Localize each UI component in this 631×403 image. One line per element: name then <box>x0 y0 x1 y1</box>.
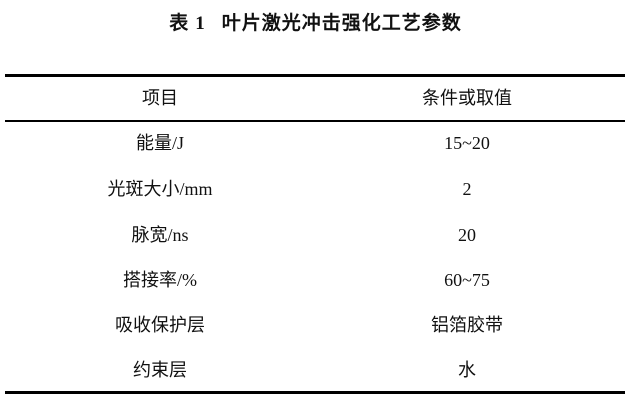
item-cell: 吸收保护层 <box>115 315 205 335</box>
table-caption: 叶片激光冲击强化工艺参数 <box>221 12 462 34</box>
item-cell: 脉宽/ns <box>131 225 189 245</box>
value-cell: 水 <box>458 360 476 380</box>
item-cell: 搭接率/% <box>123 270 197 290</box>
item-cell: 光斑大小/mm <box>107 179 213 199</box>
header-rule <box>5 120 625 122</box>
table-number: 1 <box>195 13 206 34</box>
value-cell: 2 <box>462 179 472 199</box>
value-cell: 铝箔胶带 <box>431 315 503 335</box>
value-cell: 60~75 <box>444 270 490 290</box>
header-value: 条件或取值 <box>422 88 512 108</box>
bottom-rule <box>5 391 625 394</box>
value-cell: 20 <box>458 225 476 245</box>
value-cell: 15~20 <box>444 133 490 153</box>
table-title: 表 1 叶片激光冲击强化工艺参数 <box>0 8 631 35</box>
table-label: 表 <box>169 12 190 34</box>
item-cell: 约束层 <box>133 360 187 380</box>
header-item: 项目 <box>142 88 178 108</box>
item-cell: 能量/J <box>135 133 184 153</box>
top-rule <box>5 74 625 77</box>
